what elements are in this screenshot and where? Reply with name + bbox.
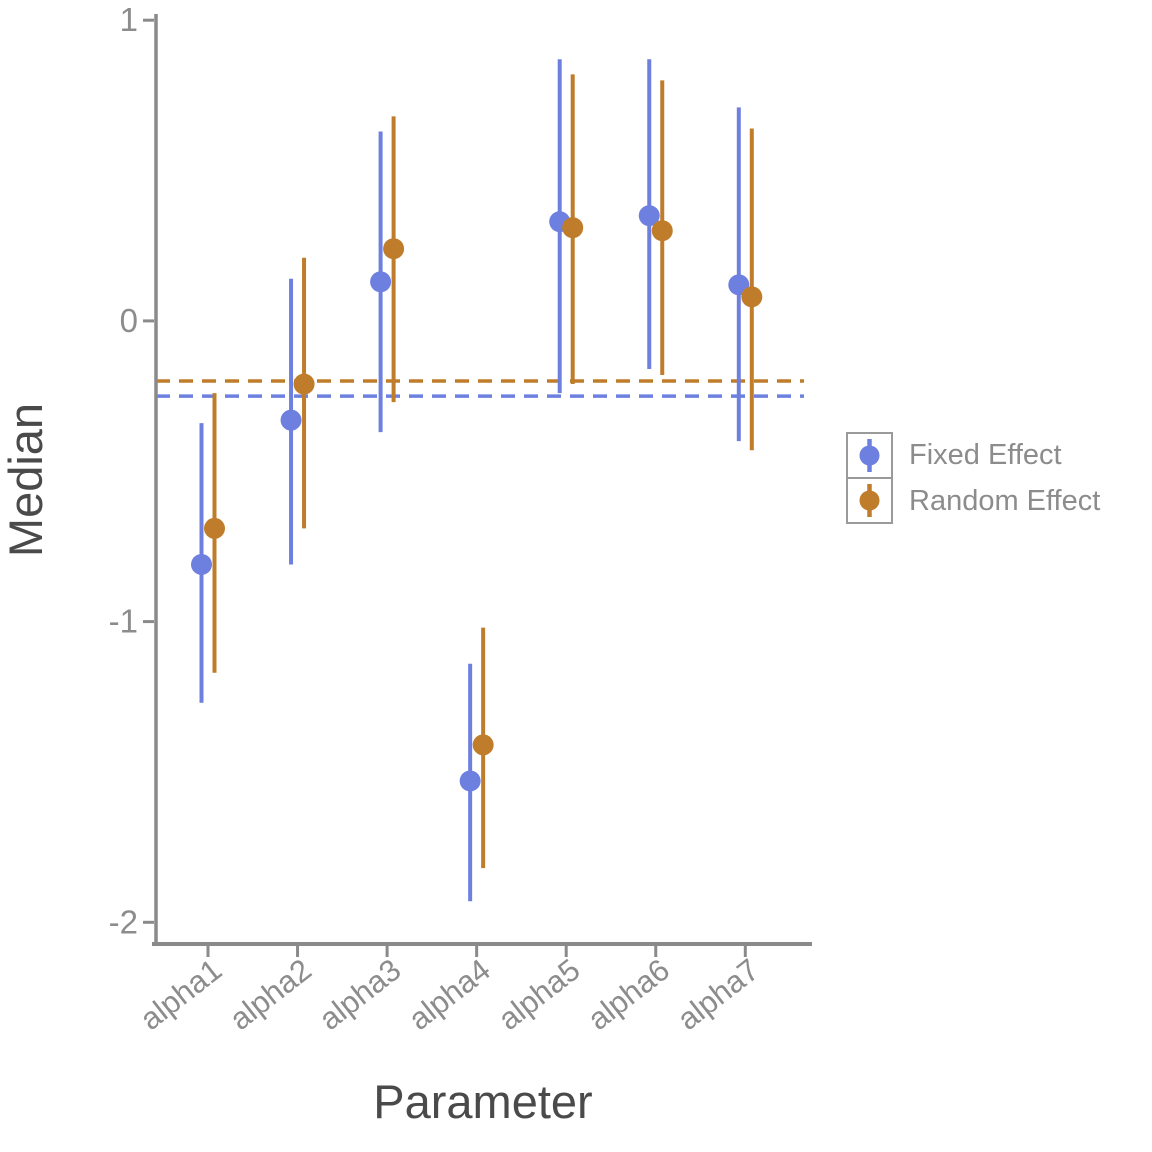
x-tick-label: alpha4: [402, 952, 497, 1037]
data-point: [472, 734, 494, 756]
random-effect-swatch-icon: [859, 483, 880, 517]
data-point: [204, 517, 225, 539]
data-point: [562, 217, 584, 239]
data-point: [651, 220, 673, 242]
legend-key-random-effect: [846, 476, 893, 524]
data-point: [459, 770, 481, 792]
data-point: [293, 373, 315, 395]
x-tick-label: alpha2: [223, 952, 318, 1037]
legend-item-random-effect: Random Effect: [846, 476, 1101, 524]
y-tick-label: 1: [120, 1, 138, 38]
legend-label-fixed-effect: Fixed Effect: [909, 439, 1062, 471]
x-axis-title: Parameter: [373, 1075, 592, 1128]
fixed-effect-swatch-icon: [859, 439, 880, 472]
x-tick-label: alpha6: [581, 952, 676, 1037]
x-tick-label: alpha5: [492, 952, 587, 1037]
x-tick-label: alpha3: [313, 952, 408, 1037]
data-point: [741, 286, 763, 308]
x-tick-label: alpha7: [671, 952, 766, 1037]
y-tick-label: -1: [109, 603, 138, 640]
y-tick-label: -2: [109, 903, 138, 940]
data-point: [638, 205, 660, 227]
legend: Fixed Effect Random Effect: [846, 432, 1100, 524]
data-point: [383, 238, 405, 260]
plot-panel: 10-1-2alpha1alpha2alpha3alpha4alpha5alph…: [109, 1, 812, 1037]
data-point: [191, 553, 212, 575]
legend-key-fixed-effect: [846, 432, 893, 479]
x-tick-label: alpha1: [133, 952, 228, 1037]
legend-item-fixed-effect: Fixed Effect: [846, 432, 1100, 479]
data-point: [370, 271, 392, 293]
y-axis-title: Median: [0, 403, 52, 557]
y-tick-label: 0: [120, 302, 138, 339]
legend-label-random-effect: Random Effect: [909, 484, 1101, 517]
data-point: [280, 409, 302, 431]
